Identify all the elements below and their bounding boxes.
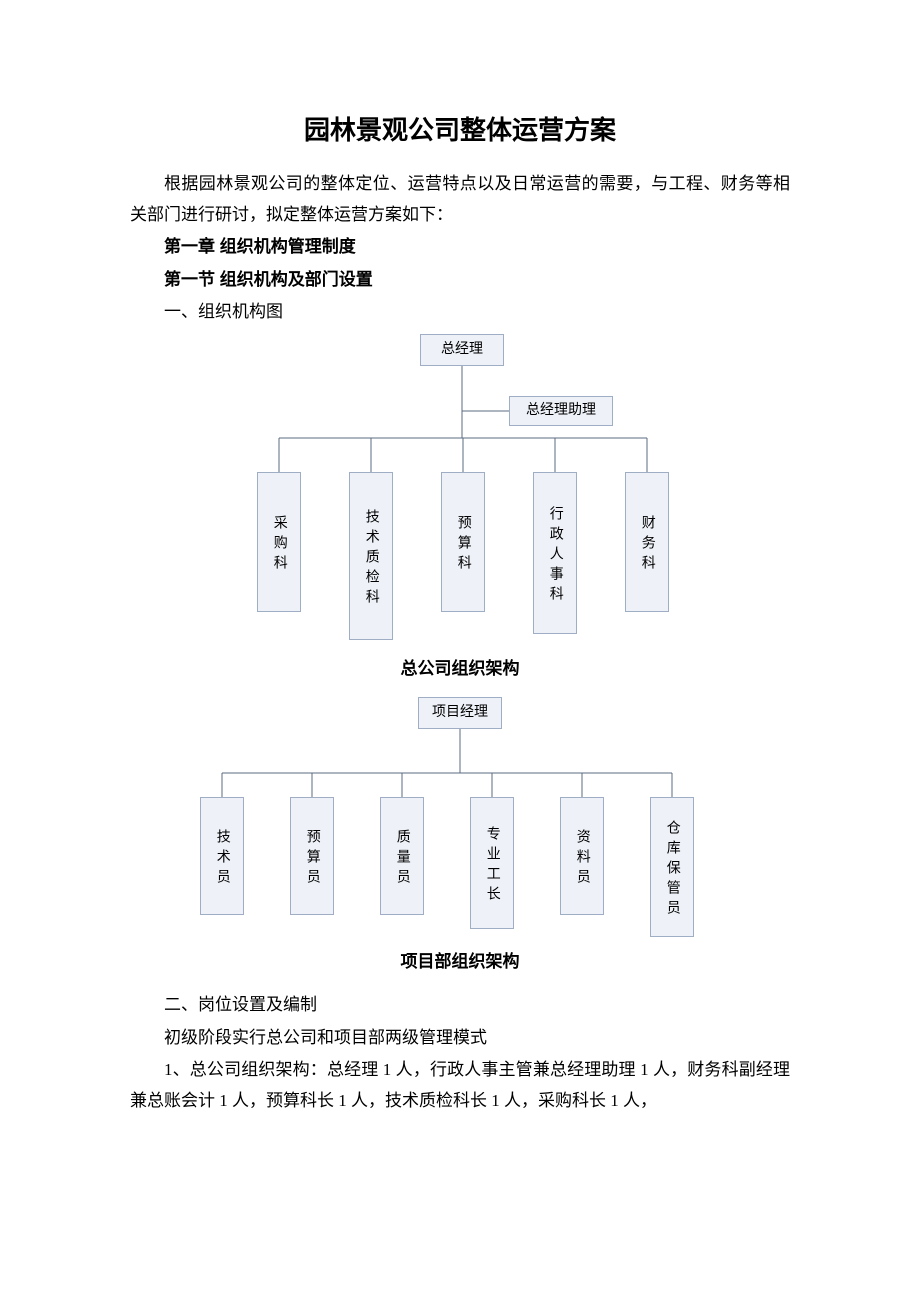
org2-child-1: 预算员 — [290, 797, 334, 915]
org2-child-4: 资料员 — [560, 797, 604, 915]
orgchart-2-wrap: 项目经理技术员 预算员 质量员 专业工长 资料员 仓库保管员 — [130, 697, 790, 937]
orgchart-1-caption: 总公司组织架构 — [130, 654, 790, 679]
para-3: 1、总公司组织架构：总经理 1 人，行政人事主管兼总经理助理 1 人，财务科副经… — [130, 1055, 790, 1116]
orgchart-1: 总经理总经理助理采购科 技术质检科 预算科 行政人事科 财务科 — [225, 334, 695, 644]
para-2: 初级阶段实行总公司和项目部两级管理模式 — [130, 1023, 790, 1054]
org1-child-0: 采购科 — [257, 472, 301, 612]
org1-root: 总经理 — [420, 334, 504, 366]
org2-root: 项目经理 — [418, 697, 502, 729]
document-page: 园林景观公司整体运营方案 根据园林景观公司的整体定位、运营特点以及日常运营的需要… — [0, 0, 920, 1178]
org1-child-2: 预算科 — [441, 472, 485, 612]
chapter-heading: 第一章 组织机构管理制度 — [130, 232, 790, 263]
org1-child-1: 技术质检科 — [349, 472, 393, 640]
org2-child-5: 仓库保管员 — [650, 797, 694, 937]
section-heading: 第一节 组织机构及部门设置 — [130, 265, 790, 296]
org2-child-0: 技术员 — [200, 797, 244, 915]
org2-child-3: 专业工长 — [470, 797, 514, 929]
item-heading-1: 一、组织机构图 — [130, 297, 790, 328]
item-heading-2: 二、岗位设置及编制 — [130, 990, 790, 1021]
orgchart-2-caption: 项目部组织架构 — [130, 947, 790, 972]
intro-paragraph: 根据园林景观公司的整体定位、运营特点以及日常运营的需要，与工程、财务等相关部门进… — [130, 169, 790, 230]
orgchart-1-wrap: 总经理总经理助理采购科 技术质检科 预算科 行政人事科 财务科 — [130, 334, 790, 644]
org2-child-2: 质量员 — [380, 797, 424, 915]
org1-child-4: 财务科 — [625, 472, 669, 612]
org1-child-3: 行政人事科 — [533, 472, 577, 634]
orgchart-2: 项目经理技术员 预算员 质量员 专业工长 资料员 仓库保管员 — [190, 697, 730, 937]
doc-title: 园林景观公司整体运营方案 — [130, 110, 790, 147]
org1-assistant: 总经理助理 — [509, 396, 613, 426]
